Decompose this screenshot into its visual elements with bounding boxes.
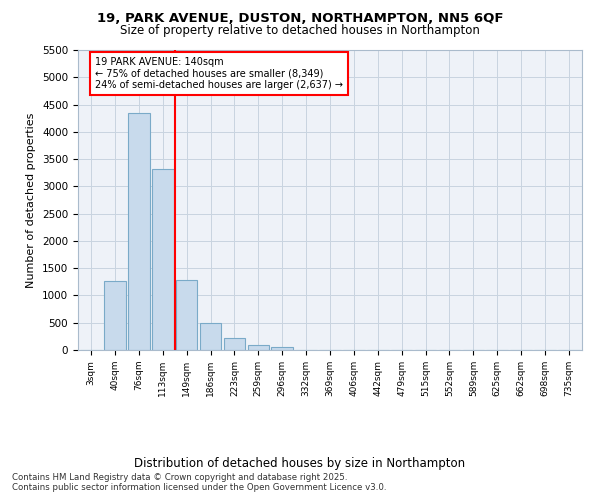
Text: 19, PARK AVENUE, DUSTON, NORTHAMPTON, NN5 6QF: 19, PARK AVENUE, DUSTON, NORTHAMPTON, NN… — [97, 12, 503, 26]
Bar — [176, 280, 197, 350]
Bar — [200, 322, 221, 350]
Bar — [271, 347, 293, 350]
Bar — [128, 112, 149, 350]
Bar — [224, 338, 245, 350]
Text: Size of property relative to detached houses in Northampton: Size of property relative to detached ho… — [120, 24, 480, 37]
Bar — [248, 346, 269, 350]
Bar — [104, 280, 126, 350]
Y-axis label: Number of detached properties: Number of detached properties — [26, 112, 37, 288]
Text: Contains public sector information licensed under the Open Government Licence v3: Contains public sector information licen… — [12, 484, 386, 492]
Text: Distribution of detached houses by size in Northampton: Distribution of detached houses by size … — [134, 458, 466, 470]
Bar — [152, 169, 173, 350]
Text: 19 PARK AVENUE: 140sqm
← 75% of detached houses are smaller (8,349)
24% of semi-: 19 PARK AVENUE: 140sqm ← 75% of detached… — [95, 56, 343, 90]
Text: Contains HM Land Registry data © Crown copyright and database right 2025.: Contains HM Land Registry data © Crown c… — [12, 472, 347, 482]
